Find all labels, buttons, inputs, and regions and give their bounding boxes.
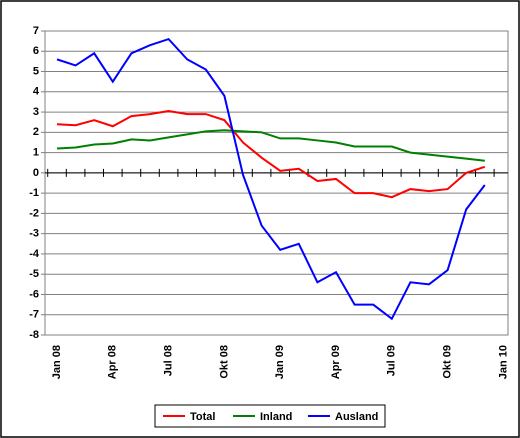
y-tick-label: 1: [33, 147, 39, 159]
series-line: [56, 37, 486, 321]
y-tick-label: 0: [33, 167, 39, 179]
legend-label: Inland: [260, 411, 292, 423]
legend-label: Ausland: [335, 411, 378, 423]
x-tick-label: Apr 08: [107, 345, 119, 379]
y-tick-label: -4: [29, 248, 40, 260]
y-tick-label: 7: [33, 25, 39, 37]
y-tick-label: -6: [29, 288, 39, 300]
y-tick-label: 3: [33, 106, 39, 118]
y-tick-label: -7: [29, 309, 39, 321]
y-tick-label: 2: [33, 126, 39, 138]
series-line: [56, 110, 486, 199]
y-tick-label: 6: [33, 45, 39, 57]
x-tick-label: Apr 09: [330, 345, 342, 379]
legend-label: Total: [190, 411, 215, 423]
series-line: [56, 129, 485, 162]
y-tick-label: 4: [33, 86, 40, 98]
y-tick-label: -1: [29, 187, 39, 199]
x-tick-label: Okt 09: [442, 345, 454, 379]
x-tick-label: Jul 09: [386, 345, 398, 376]
plot-area: [44, 30, 509, 336]
y-tick-label: -2: [29, 207, 39, 219]
y-tick-label: -3: [29, 228, 39, 240]
x-tick-label: Jan 10: [497, 345, 509, 379]
x-tick-label: Jan 09: [274, 345, 286, 379]
y-tick-label: 5: [33, 65, 39, 77]
y-tick-label: -8: [29, 329, 39, 341]
x-tick-label: Jan 08: [51, 345, 63, 379]
x-tick-label: Jul 08: [163, 345, 175, 376]
x-tick-label: Okt 08: [218, 345, 230, 379]
legend-box: [154, 404, 386, 428]
y-tick-label: -5: [29, 268, 39, 280]
